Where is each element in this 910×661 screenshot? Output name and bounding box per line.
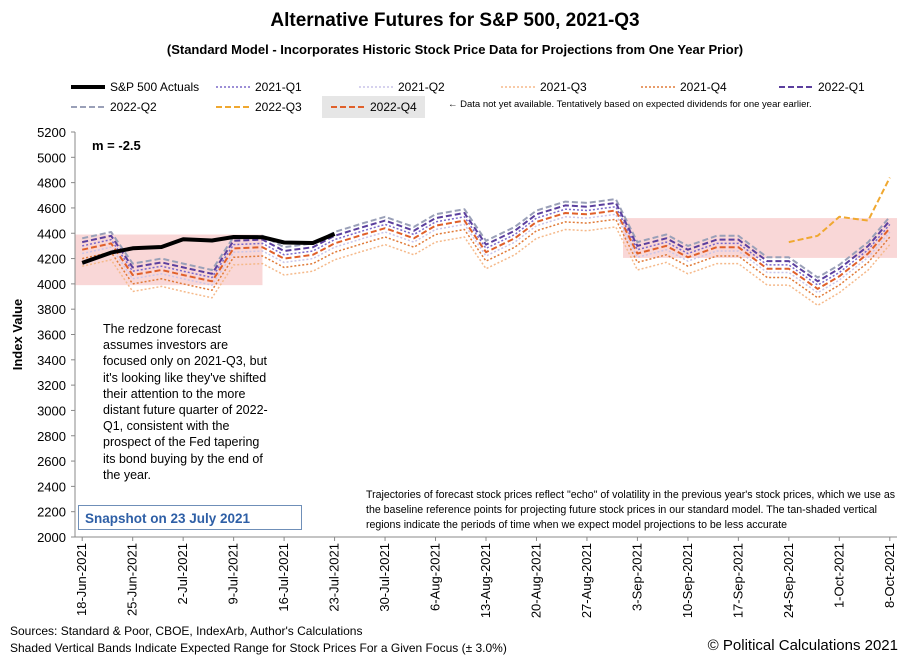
legend-label: 2021-Q1 [255, 80, 302, 94]
series-line [81, 209, 891, 290]
y-tick-label: 3600 [37, 328, 66, 343]
y-axis-label: Index Value [10, 299, 25, 371]
legend-swatch [501, 86, 535, 88]
x-tick-label: 23-Jul-2021 [327, 543, 342, 612]
y-tick-label: 2600 [37, 454, 66, 469]
y-tick-label: 2800 [37, 429, 66, 444]
x-tick-label: 13-Aug-2021 [478, 543, 493, 618]
series-line [82, 213, 891, 294]
legend-item: 2021-Q3 [500, 78, 587, 96]
y-tick-label: 3800 [37, 302, 66, 317]
annotation: The redzone forecast assumes investors a… [103, 322, 268, 482]
legend-label: 2021-Q3 [540, 80, 587, 94]
legend-swatch [641, 86, 675, 88]
x-tick-label: 16-Jul-2021 [276, 543, 291, 612]
series-line [81, 232, 336, 265]
y-tick-label: 4200 [37, 252, 66, 267]
x-tick-label: 30-Jul-2021 [377, 543, 392, 612]
x-tick-label: 25-Jun-2021 [125, 543, 140, 616]
y-tick-label: 2400 [37, 479, 66, 494]
x-tick-label: 1-Oct-2021 [831, 543, 846, 608]
legend-label: 2021-Q4 [680, 80, 727, 94]
series-line [81, 201, 891, 283]
source-note: Shaded Vertical Bands Indicate Expected … [10, 641, 507, 655]
legend-label: 2022-Q4 [370, 100, 417, 114]
snapshot-label: Snapshot on 23 July 2021 [78, 505, 302, 530]
series-line [82, 205, 891, 286]
y-tick-label: 4600 [37, 201, 66, 216]
legend-item: S&P 500 Actuals [70, 78, 199, 96]
series-line [81, 198, 891, 279]
y-tick-label: 3400 [37, 353, 66, 368]
legend-item: 2022-Q4 [322, 96, 425, 118]
legend-label: 2022-Q3 [255, 100, 302, 114]
x-tick-label: 6-Aug-2021 [428, 543, 443, 611]
y-tick-label: 4000 [37, 277, 66, 292]
copyright: © Political Calculations 2021 [707, 637, 898, 654]
x-tick-label: 10-Sep-2021 [680, 543, 695, 618]
x-tick-label: 9-Jul-2021 [226, 543, 241, 604]
y-tick-label: 5000 [37, 150, 66, 165]
chart-title: Alternative Futures for S&P 500, 2021-Q3 [270, 10, 640, 31]
x-tick-label: 20-Aug-2021 [528, 543, 543, 618]
legend-item: 2022-Q3 [215, 98, 302, 116]
x-tick-label: 24-Sep-2021 [781, 543, 796, 618]
y-tick-label: 3000 [37, 403, 66, 418]
legend-swatch [359, 86, 393, 88]
y-tick-label: 4800 [37, 176, 66, 191]
y-tick-label: 4400 [37, 226, 66, 241]
y-tick-label: 2200 [37, 505, 66, 520]
legend-item: 2021-Q2 [358, 78, 445, 96]
x-tick-label: 17-Sep-2021 [730, 543, 745, 618]
legend-swatch [216, 86, 250, 88]
legend-item: 2021-Q4 [640, 78, 727, 96]
x-tick-label: 18-Jun-2021 [74, 543, 89, 616]
legend-note: ← Data not yet available. Tentatively ba… [448, 99, 812, 110]
legend-label: 2022-Q2 [110, 100, 157, 114]
x-tick-label: 3-Sep-2021 [629, 543, 644, 611]
legend-label: 2022-Q1 [818, 80, 865, 94]
y-tick-label: 2000 [37, 530, 66, 545]
legend-swatch [71, 85, 105, 89]
legend-swatch [71, 106, 105, 108]
legend-swatch [331, 106, 365, 108]
legend-item: 2021-Q1 [215, 78, 302, 96]
y-tick-label: 3200 [37, 378, 66, 393]
legend-label: 2021-Q2 [398, 80, 445, 94]
legend-swatch [216, 106, 250, 108]
source-note: Sources: Standard & Poor, CBOE, IndexArb… [10, 624, 363, 638]
legend-swatch [779, 86, 813, 88]
legend-item: 2022-Q2 [70, 98, 157, 116]
x-tick-label: 8-Oct-2021 [882, 543, 897, 608]
annotation: Trajectories of forecast stock prices re… [366, 489, 896, 531]
chart-subtitle: (Standard Model - Incorporates Historic … [166, 42, 744, 57]
x-tick-label: 27-Aug-2021 [579, 543, 594, 618]
y-tick-label: 5200 [37, 125, 66, 140]
x-tick-label: 2-Jul-2021 [175, 543, 190, 604]
legend-item: 2022-Q1 [778, 78, 865, 96]
annotation: m = -2.5 [92, 138, 141, 153]
series-line [788, 177, 891, 244]
legend-label: S&P 500 Actuals [110, 80, 200, 94]
